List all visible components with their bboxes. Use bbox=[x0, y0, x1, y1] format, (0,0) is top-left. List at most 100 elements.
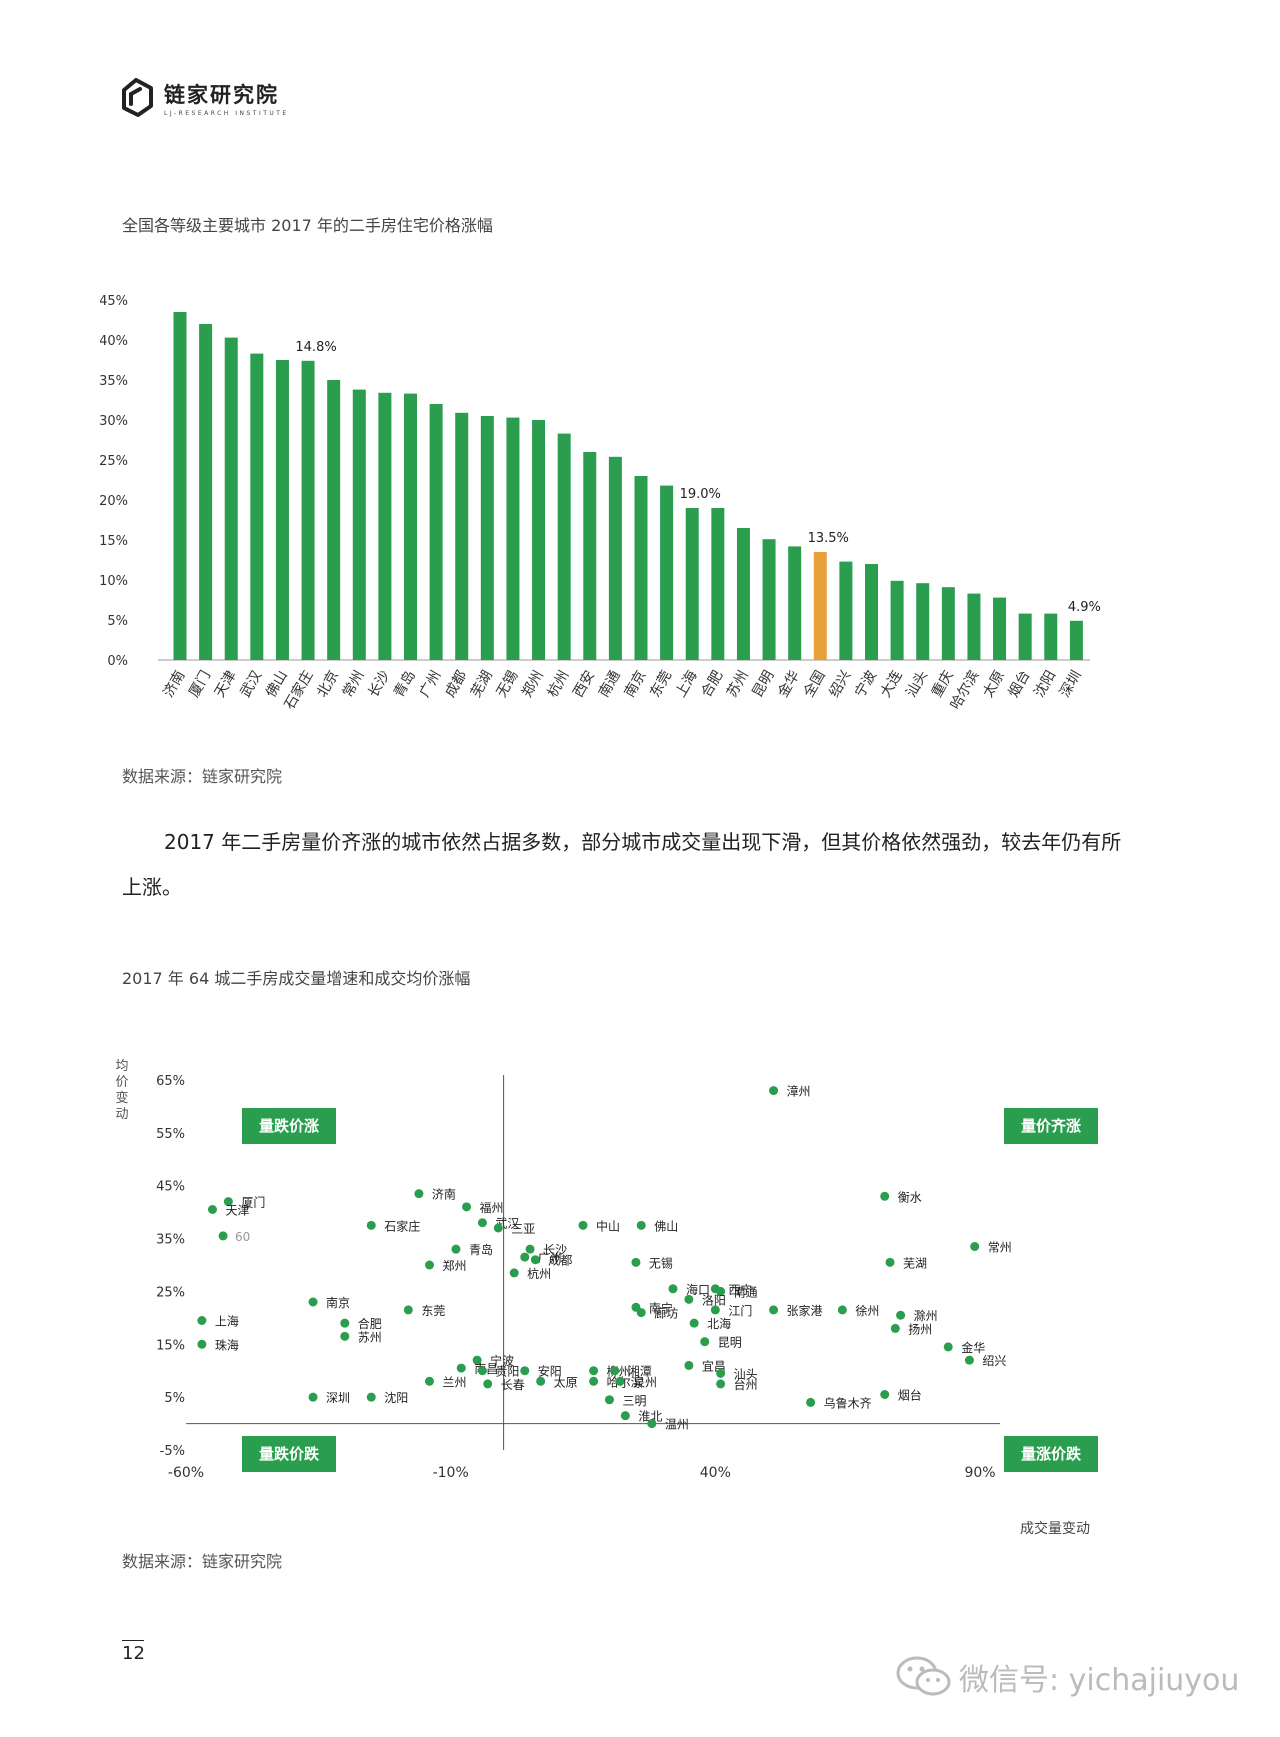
point-label: 中山 bbox=[596, 1218, 620, 1233]
point-label: 烟台 bbox=[898, 1388, 922, 1403]
x-tick-label: 大连 bbox=[878, 668, 906, 700]
point-label: 福州 bbox=[480, 1200, 504, 1215]
bar-大连 bbox=[890, 580, 904, 660]
point-label: 成都 bbox=[548, 1254, 572, 1268]
point-label: 温州 bbox=[665, 1418, 689, 1432]
bar-无锡 bbox=[506, 417, 520, 660]
point-label: 太原 bbox=[554, 1374, 578, 1389]
point-label: 常州 bbox=[988, 1241, 1012, 1255]
data-label: 14.8% bbox=[295, 340, 336, 355]
x-tick-label: 长沙 bbox=[365, 668, 393, 700]
x-tick-label: 无锡 bbox=[494, 668, 522, 700]
scatter-point bbox=[636, 1308, 646, 1318]
point-label: 贵阳 bbox=[495, 1365, 519, 1379]
scatter-point bbox=[668, 1284, 678, 1294]
x-tick-label: 苏州 bbox=[724, 668, 752, 700]
x-tick-label: 西安 bbox=[570, 668, 598, 700]
x-tick-label: 深圳 bbox=[1057, 668, 1085, 700]
scatter-point bbox=[525, 1244, 535, 1254]
x-tick-label: 汕头 bbox=[903, 668, 931, 700]
scatter-point bbox=[509, 1268, 519, 1278]
point-label: 无锡 bbox=[649, 1255, 673, 1270]
scatter-point bbox=[472, 1355, 482, 1365]
point-label: 汕头 bbox=[734, 1367, 758, 1381]
bar-南京 bbox=[634, 476, 648, 660]
scatter-point bbox=[308, 1392, 318, 1402]
x-tick-label: 武汉 bbox=[237, 668, 265, 700]
x-tick-label: 沈阳 bbox=[1031, 668, 1059, 700]
y-tick-label: 35% bbox=[156, 1233, 185, 1248]
y-tick-label: 25% bbox=[100, 454, 128, 469]
point-label: 昆明 bbox=[718, 1336, 742, 1350]
bar-郑州 bbox=[532, 420, 546, 660]
point-label: 洛阳 bbox=[702, 1292, 726, 1307]
scatter-point bbox=[890, 1323, 900, 1333]
scatter-point bbox=[578, 1220, 588, 1230]
scatter-point bbox=[340, 1318, 350, 1328]
quadrant-badge bbox=[1004, 1108, 1098, 1144]
y-tick-label: 30% bbox=[100, 414, 128, 429]
point-label: 兰州 bbox=[442, 1375, 466, 1389]
scatter-point bbox=[610, 1366, 620, 1376]
scatter-point bbox=[456, 1363, 466, 1373]
point-label: 济南 bbox=[432, 1187, 456, 1202]
x-tick-label: 昆明 bbox=[750, 668, 778, 700]
x-tick-label: 全国 bbox=[800, 668, 829, 701]
x-tick-label: 太原 bbox=[980, 668, 1008, 700]
x-tick-label: -60% bbox=[168, 1465, 204, 1481]
scatter-point bbox=[462, 1202, 472, 1212]
scatter-point bbox=[837, 1305, 847, 1315]
scatter-point bbox=[223, 1197, 233, 1207]
scatter-point bbox=[631, 1257, 641, 1267]
point-label: 乌鲁木齐 bbox=[824, 1395, 872, 1410]
point-label: 台州 bbox=[734, 1377, 758, 1392]
x-tick-label: 90% bbox=[964, 1465, 995, 1481]
x-axis-label: 成交量变动 bbox=[1020, 1520, 1090, 1537]
bar-沈阳 bbox=[1044, 613, 1058, 660]
point-label: 湘潭 bbox=[628, 1364, 652, 1379]
bar-全国 bbox=[813, 552, 827, 660]
scatter-point bbox=[769, 1305, 779, 1315]
scatter-point bbox=[424, 1376, 434, 1386]
scatter-point bbox=[880, 1191, 890, 1201]
point-label: 滁州 bbox=[914, 1308, 938, 1323]
point-label: 上海 bbox=[215, 1314, 239, 1329]
x-tick-label: 40% bbox=[700, 1465, 731, 1481]
y-tick-label: 10% bbox=[100, 574, 128, 589]
bar-金华 bbox=[788, 546, 802, 660]
scatter-point bbox=[477, 1218, 487, 1228]
x-tick-label: 南通 bbox=[596, 668, 624, 700]
scatter-point bbox=[716, 1368, 726, 1378]
point-label: 张家港 bbox=[787, 1303, 823, 1318]
bar-长沙 bbox=[378, 392, 392, 660]
logo-subtitle: LJ-RESEARCH INSTITUTE bbox=[164, 110, 289, 117]
scatter-point bbox=[684, 1294, 694, 1304]
scatter-point bbox=[964, 1355, 974, 1365]
x-tick-label: 烟台 bbox=[1006, 668, 1034, 700]
bar-济南 bbox=[173, 312, 187, 660]
bar-太原 bbox=[993, 597, 1007, 660]
y-tick-label: 35% bbox=[100, 374, 128, 389]
bar-烟台 bbox=[1018, 613, 1032, 660]
y-tick-label: 45% bbox=[156, 1180, 185, 1195]
point-label: 三亚 bbox=[511, 1222, 535, 1236]
point-label: 西宁 bbox=[728, 1282, 752, 1297]
scatter-point bbox=[308, 1297, 318, 1307]
point-label: 海口 bbox=[686, 1282, 710, 1297]
point-label: 沈阳 bbox=[384, 1390, 408, 1405]
point-label: 衡水 bbox=[898, 1190, 922, 1204]
wechat-icon bbox=[896, 1656, 951, 1696]
y-tick-label: 15% bbox=[100, 534, 128, 549]
bar-汕头 bbox=[916, 583, 930, 660]
scatter-point bbox=[536, 1376, 546, 1386]
data-label: 13.5% bbox=[808, 531, 849, 546]
scatter-point bbox=[451, 1244, 461, 1254]
scatter-chart-source: 数据来源：链家研究院 bbox=[122, 1552, 283, 1571]
point-label: 东莞 bbox=[421, 1304, 445, 1318]
scatter-point bbox=[689, 1318, 699, 1328]
quadrant-label: 量涨价跌 bbox=[1021, 1445, 1082, 1463]
scatter-point bbox=[197, 1339, 207, 1349]
bar-chart-caption: 全国各等级主要城市 2017 年的二手房住宅价格涨幅 bbox=[122, 216, 493, 235]
point-label: 北海 bbox=[707, 1316, 731, 1331]
scatter-point bbox=[218, 1231, 228, 1241]
